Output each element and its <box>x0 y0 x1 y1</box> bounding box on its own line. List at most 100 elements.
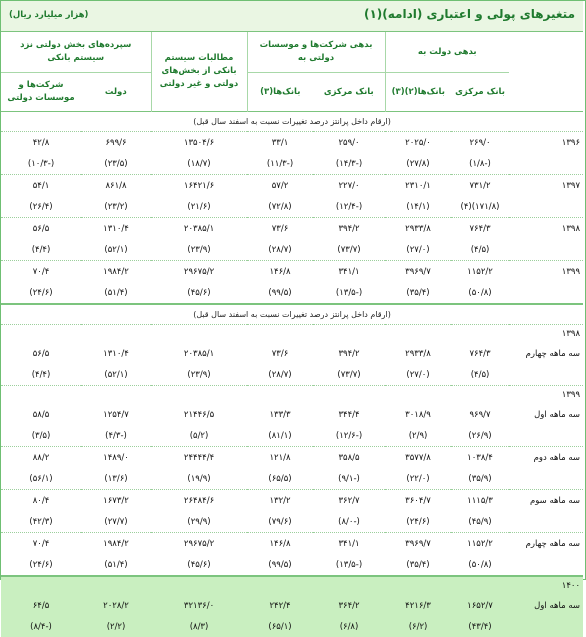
cell: (۹۹/۵) <box>268 287 292 298</box>
cell: ۲۳۱۰/۱ <box>405 180 431 191</box>
cell: (۴)(۱۷۱/۸) <box>451 196 510 218</box>
table-row: سه ماهه اول ۹۶۹/۷ ۳۰۱۸/۹ ۳۴۴/۴ ۱۳۳/۳ ۲۱۴… <box>1 404 583 425</box>
cell: ۲۹۳۳/۸ <box>405 223 431 234</box>
row-label: ۱۳۹۹ <box>561 266 581 277</box>
sub-header-banks: بانک‌ها(۳) <box>246 72 314 112</box>
cell: (۲۴/۶) <box>385 511 452 533</box>
cell: (۴۵/۶) <box>187 287 211 298</box>
cell: ۹۶۹/۷ <box>469 409 491 420</box>
cell: (۴/۵) <box>451 364 510 386</box>
cell: ۷۶۴/۳ <box>469 348 491 359</box>
cell: (۲۲/۰) <box>385 468 452 490</box>
cell: (۵۱/۴) <box>104 559 128 570</box>
cell: ۱۹۸۴/۲ <box>103 266 129 277</box>
cell: (۴۳/۴) <box>451 616 510 637</box>
label-column-header <box>509 32 583 112</box>
table-row-percent: (۵۰/۸) (۳۵/۴) (۱۳/۵-) (۹۹/۵) (۴۵/۶) (۵۱/… <box>1 554 583 576</box>
row-label: ۱۳۹۸ <box>561 223 581 234</box>
cell: (۸/۳) <box>151 616 248 637</box>
cell: (۲۳/۹) <box>151 239 248 261</box>
cell: (۵۱/۴) <box>104 287 128 298</box>
cell: ۲۶۴۸۴/۶ <box>183 495 215 506</box>
cell: ۱۶۷۳/۲ <box>103 495 129 506</box>
cell: ۲۰۳۸۵/۱ <box>183 348 215 359</box>
cell: ۳۹۴/۲ <box>338 348 360 359</box>
cell: ۳۴۱/۱ <box>338 538 360 549</box>
cell: (۲۱/۶) <box>151 196 248 218</box>
year-row: ۱۳۹۸ <box>1 325 583 344</box>
cell: ۵۸/۵ <box>32 409 50 420</box>
row-label: سه ماهه چهارم <box>525 538 581 549</box>
cell: (۵۰/۸) <box>468 287 492 298</box>
cell: ۱۴۶/۸ <box>269 266 291 277</box>
cell: (۵۰/۸) <box>468 559 492 570</box>
group-header-deposits: سپرده‌های بخش دولتی نزد سیستم بانکی <box>20 40 132 63</box>
cell: ۱۴۸۹/۰ <box>103 452 129 463</box>
cell: ۱۲۱/۸ <box>269 452 291 463</box>
table-row-percent: (۴۵/۹) (۲۴/۶) (۸/۰-) (۷۹/۶) (۲۹/۹) (۲۷/۷… <box>1 511 584 533</box>
year-label: ۱۴۰۰ <box>509 575 584 595</box>
cell: ۳۰۱۸/۹ <box>405 409 431 420</box>
cell: (۲۷/۸) <box>385 153 452 175</box>
table-row-percent: (۴)(۱۷۱/۸) (۱۴/۱) (۱۲/۴-) (۷۲/۸) (۲۱/۶) … <box>1 196 584 218</box>
table-row: سه ماهه چهارم ۱۱۵۲/۲ ۳۹۶۹/۷ ۳۴۱/۱ ۱۴۶/۸ … <box>1 533 583 555</box>
cell: ۲۵۹/۰ <box>338 137 360 148</box>
cell: (۷۳/۷) <box>313 364 386 386</box>
cell: (۱/۸-) <box>451 153 510 175</box>
cell: (۲۳/۵) <box>81 153 152 175</box>
cell: (۹/۱-) <box>313 468 386 490</box>
table-row-highlight-percent: (۴۳/۴) (۶/۲) (۶/۸) (۶۵/۱) (۸/۳) (۲/۲) (۸… <box>1 616 584 637</box>
cell: (۸/۰-) <box>313 511 386 533</box>
cell: (۱۳/۶) <box>81 468 152 490</box>
title-bar: متغیرهای پولی و اعتباری (ادامه)(۱) (هزار… <box>1 1 583 32</box>
cell: (۳۵/۹) <box>451 468 510 490</box>
table-row-percent: (۴/۵) (۲۷/۰) (۷۳/۷) (۲۸/۷) (۲۳/۹) (۵۲/۱)… <box>1 364 584 386</box>
cell: ۱۳۳/۳ <box>269 409 291 420</box>
row-label: ۱۳۹۶ <box>561 137 581 148</box>
cell: (۲۸/۷) <box>247 239 314 261</box>
cell: (۶۵/۱) <box>247 616 314 637</box>
cell: ۲۰۳۸۵/۱ <box>183 223 215 234</box>
cell: ۱۱۵۲/۲ <box>467 538 493 549</box>
cell: (۲۷/۷) <box>81 511 152 533</box>
cell: (۲/۹) <box>385 425 452 447</box>
cell: (۶/۲) <box>385 616 452 637</box>
sub-header-banks-gov: بانک‌ها(۲)(۳) <box>384 72 452 112</box>
cell: (۸/۴-) <box>1 616 82 637</box>
table-row: سه ماهه سوم ۱۱۱۵/۳ ۳۶۰۴/۷ ۳۶۲/۷ ۱۳۲/۲ ۲۶… <box>1 490 583 512</box>
table-row-percent: (۲۶/۹) (۲/۹) (۱۲/۶-) (۸۱/۱) (۵/۲) (۴/۳-)… <box>1 425 584 447</box>
page-title: متغیرهای پولی و اعتباری (ادامه)(۱) <box>363 7 575 21</box>
cell: (۲/۲) <box>81 616 152 637</box>
cell: ۷۳/۶ <box>271 223 289 234</box>
cell: ۳۵۷۷/۸ <box>405 452 431 463</box>
cell: (۴/۵) <box>451 239 510 261</box>
cell: ۲۹۳۳/۸ <box>405 348 431 359</box>
table-row-percent: (۱/۸-) (۲۷/۸) (۱۴/۳-) (۱۱/۳-) (۱۸/۷) (۲۳… <box>1 153 584 175</box>
table-row-percent: (۴/۵) (۲۷/۰) (۷۳/۷) (۲۸/۷) (۲۳/۹) (۵۲/۱)… <box>1 239 584 261</box>
table-row: ۱۳۹۸ ۷۶۴/۳ ۲۹۳۳/۸ ۳۹۴/۲ ۷۳/۶ ۲۰۳۸۵/۱ ۱۳۱… <box>1 218 583 240</box>
cell: ۱۳۱۰/۴ <box>103 223 129 234</box>
cell: (۴/۴) <box>1 239 82 261</box>
cell: ۱۰۳۸/۴ <box>467 452 493 463</box>
note-text: (ارقام داخل پرانتز درصد تغییرات نسبت به … <box>1 111 584 132</box>
year-label: ۱۳۹۸ <box>561 329 581 339</box>
cell: (۵۲/۱) <box>81 239 152 261</box>
cell: ۲۹۶۷۵/۲ <box>183 266 215 277</box>
cell: ۱۳۲/۲ <box>269 495 291 506</box>
sub-header-central-bank-2: بانک مرکزی <box>313 72 386 112</box>
cell: ۷۰/۴ <box>32 538 50 549</box>
cell: ۳۴۱/۱ <box>338 266 360 277</box>
cell: (۹۹/۵) <box>268 559 292 570</box>
cell: (۱۴/۱) <box>385 196 452 218</box>
cell: ۳۹۶۹/۷ <box>405 266 431 277</box>
row-label: ۱۳۹۷ <box>561 180 581 191</box>
year-row: ۱۳۹۹ <box>1 386 583 405</box>
cell: (۱۲/۶-) <box>313 425 386 447</box>
cell: ۸۸/۲ <box>32 452 50 463</box>
row-label: سه ماهه اول <box>534 409 581 420</box>
cell: (۸۱/۱) <box>247 425 314 447</box>
cell: ۲۰۲۵/۰ <box>405 137 431 148</box>
cell: ۸۰/۴ <box>32 495 50 506</box>
group-header-gov-debt: بدهی دولت به <box>384 32 510 73</box>
cell: (۱۳/۵-) <box>335 559 363 570</box>
